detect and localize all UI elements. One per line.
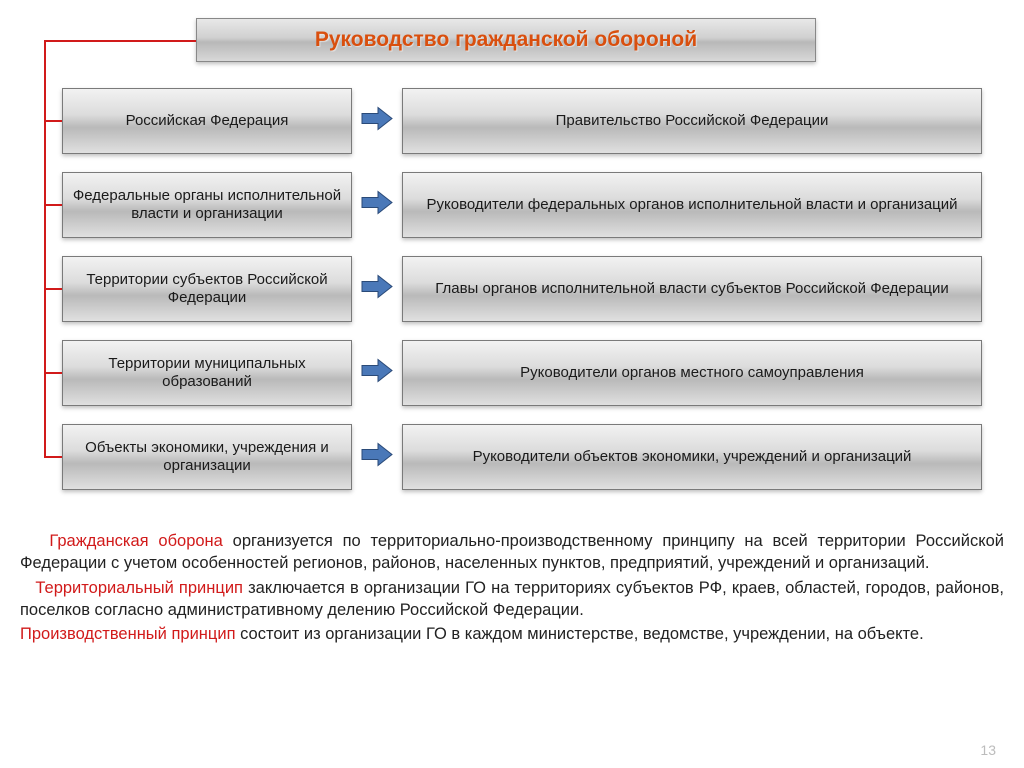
p3-rest: состоит из организации ГО в каждом минис… xyxy=(236,625,924,643)
explanatory-text: Гражданская оборона организуется по терр… xyxy=(20,530,1004,647)
title-bar: Руководство гражданской обороной xyxy=(196,18,816,62)
level-box-left: Федеральные органы исполнительной власти… xyxy=(62,172,352,238)
level-box-left: Территории субъектов Российской Федераци… xyxy=(62,256,352,322)
level-label: Объекты экономики, учреждения и организа… xyxy=(71,439,343,475)
leader-label: Руководители органов местного самоуправл… xyxy=(520,364,864,382)
level-label: Территории субъектов Российской Федераци… xyxy=(71,271,343,307)
arrow-icon xyxy=(360,106,394,132)
arrow-icon xyxy=(360,274,394,300)
arrow xyxy=(360,358,394,389)
level-box-left: Российская Федерация xyxy=(62,88,352,154)
leader-box-right: Руководители объектов экономики, учрежде… xyxy=(402,424,982,490)
diagram-row: Объекты экономики, учреждения и организа… xyxy=(0,424,1024,490)
p2-lead: Территориальный принцип xyxy=(35,579,243,597)
arrow xyxy=(360,190,394,221)
level-label: Российская Федерация xyxy=(126,112,289,130)
diagram-row: Федеральные органы исполнительной власти… xyxy=(0,172,1024,238)
connector-horizontal xyxy=(44,120,62,122)
p1-lead: Гражданская оборона xyxy=(49,532,223,550)
paragraph-2: Территориальный принцип заключается в ор… xyxy=(20,577,1004,622)
paragraph-3: Производственный принцип состоит из орга… xyxy=(20,623,1004,645)
connector-horizontal xyxy=(44,456,62,458)
leader-label: Главы органов исполнительной власти субъ… xyxy=(435,280,949,298)
level-label: Территории муниципальных образований xyxy=(71,355,343,391)
level-box-left: Территории муниципальных образований xyxy=(62,340,352,406)
level-label: Федеральные органы исполнительной власти… xyxy=(71,187,343,223)
leader-label: Руководители федеральных органов исполни… xyxy=(426,196,957,214)
connector-horizontal xyxy=(44,204,62,206)
leader-label: Руководители объектов экономики, учрежде… xyxy=(473,448,912,466)
connector-horizontal xyxy=(44,372,62,374)
p3-lead: Производственный принцип xyxy=(20,625,236,643)
diagram-row: Территории муниципальных образований Рук… xyxy=(0,340,1024,406)
leader-box-right: Руководители федеральных органов исполни… xyxy=(402,172,982,238)
diagram-row: Российская Федерация Правительство Росси… xyxy=(0,88,1024,154)
arrow xyxy=(360,442,394,473)
leader-box-right: Главы органов исполнительной власти субъ… xyxy=(402,256,982,322)
page-number: 13 xyxy=(980,742,996,758)
paragraph-1: Гражданская оборона организуется по терр… xyxy=(20,530,1004,575)
arrow-icon xyxy=(360,358,394,384)
leader-label: Правительство Российской Федерации xyxy=(556,112,829,130)
diagram-row: Территории субъектов Российской Федераци… xyxy=(0,256,1024,322)
arrow xyxy=(360,274,394,305)
connector-title xyxy=(44,40,196,42)
leader-box-right: Правительство Российской Федерации xyxy=(402,88,982,154)
level-box-left: Объекты экономики, учреждения и организа… xyxy=(62,424,352,490)
title-text: Руководство гражданской обороной xyxy=(315,28,697,52)
connector-horizontal xyxy=(44,288,62,290)
leader-box-right: Руководители органов местного самоуправл… xyxy=(402,340,982,406)
arrow-icon xyxy=(360,190,394,216)
connector-vertical xyxy=(44,40,46,457)
arrow-icon xyxy=(360,442,394,468)
arrow xyxy=(360,106,394,137)
